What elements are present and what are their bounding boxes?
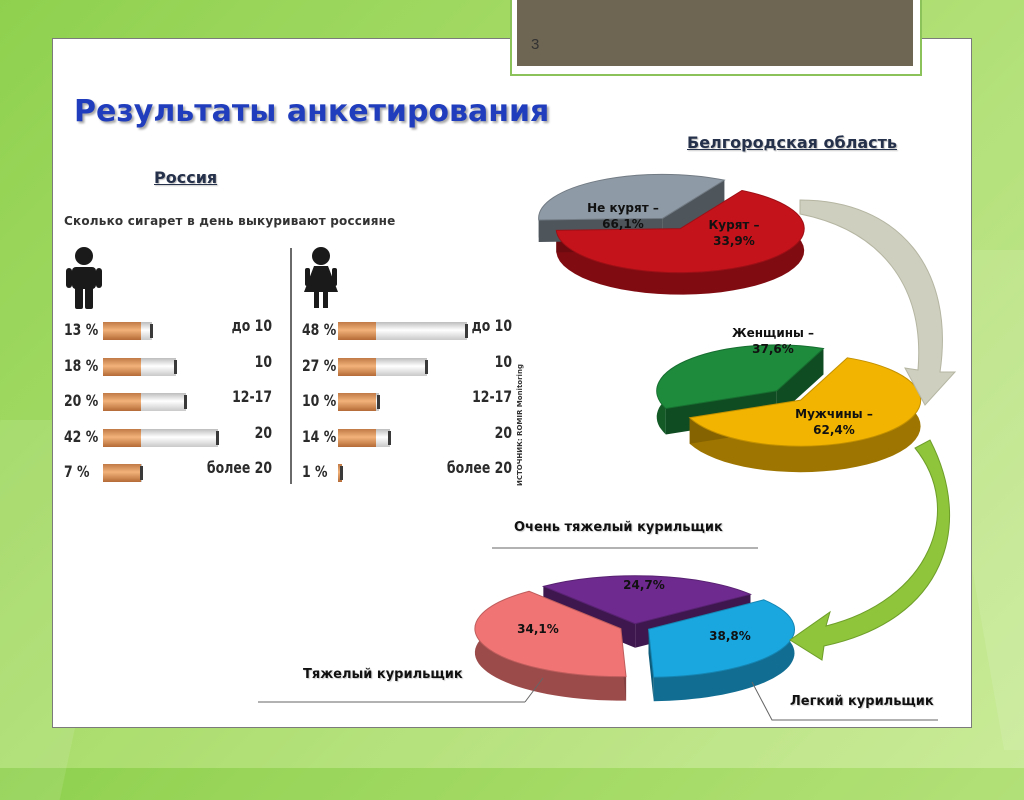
cigarette-filter bbox=[103, 322, 141, 340]
cigarette-filter bbox=[103, 393, 141, 411]
cigarettes-chart-title: Сколько сигарет в день выкуривают россия… bbox=[64, 214, 396, 228]
bar bbox=[103, 357, 177, 376]
light-pct-label: 38,8% bbox=[709, 629, 751, 643]
cigarette-body bbox=[376, 357, 427, 376]
heavy-callout-leader bbox=[524, 677, 544, 703]
russia-heading: Россия bbox=[154, 168, 218, 187]
bar-category-label: более 20 bbox=[206, 458, 272, 477]
cigarette-filter bbox=[338, 393, 376, 411]
heavy-category-label: Тяжелый курильщик bbox=[303, 667, 463, 682]
bar-category-label: до 10 bbox=[471, 316, 512, 335]
bar-category-label: 12-17 bbox=[232, 387, 272, 406]
heavy-pct-label: 34,1% bbox=[517, 622, 559, 636]
women-label-line2: 37,6% bbox=[752, 342, 794, 356]
cigarette-filter bbox=[338, 322, 376, 340]
bar-value-label: 1 % bbox=[302, 462, 328, 481]
bar-value-label: 13 % bbox=[64, 320, 99, 339]
men-label-line1: Мужчины – bbox=[795, 407, 873, 421]
cigarette-tip bbox=[340, 466, 344, 480]
nonsmokers-label-line2: 66,1% bbox=[602, 217, 644, 231]
smokers-label: Курят – 33,9% bbox=[694, 217, 774, 249]
men-label-line2: 62,4% bbox=[813, 423, 855, 437]
cigarette-filter bbox=[338, 428, 376, 447]
cigarette-body bbox=[141, 428, 218, 447]
bar-value-label: 18 % bbox=[64, 355, 99, 375]
cigarette-tip bbox=[387, 430, 391, 445]
women-label-line1: Женщины – bbox=[731, 326, 815, 340]
bar bbox=[338, 393, 381, 411]
bar-value-label: 27 % bbox=[302, 355, 337, 375]
cigarette-filter bbox=[338, 357, 376, 376]
cigarette-tip bbox=[464, 324, 468, 338]
cigarette-body bbox=[141, 322, 152, 340]
light-category-label: Легкий курильщик bbox=[790, 694, 934, 709]
belgorod-pies bbox=[258, 173, 957, 721]
cigarette-tip bbox=[140, 466, 144, 480]
bar-value-label: 48 % bbox=[302, 320, 337, 339]
cigarette-body bbox=[376, 428, 390, 447]
cigarette-tip bbox=[215, 430, 219, 445]
bar-value-label: 14 % bbox=[302, 426, 337, 446]
cigarette-body bbox=[376, 322, 467, 340]
smokers-label-line1: Курят – bbox=[708, 218, 760, 232]
bar-category-label: 12-17 bbox=[472, 387, 512, 406]
bar-category-label: 10 bbox=[254, 351, 272, 371]
belgorod-heading: Белгородская область bbox=[687, 133, 898, 152]
cigarette-filter bbox=[338, 464, 343, 482]
bar bbox=[338, 357, 428, 376]
bar bbox=[338, 464, 344, 482]
header-image-placeholder bbox=[517, 0, 913, 66]
pie-slice bbox=[555, 189, 805, 274]
cigarette-tip bbox=[377, 395, 381, 409]
pie-slice bbox=[656, 344, 825, 410]
pie-slice-side bbox=[556, 190, 805, 295]
page-number: 3 bbox=[531, 36, 540, 53]
women-label: Женщины – 37,6% bbox=[726, 325, 820, 357]
cigarette-body bbox=[141, 393, 186, 411]
pie-slice-wall bbox=[776, 348, 824, 417]
bar-category-label: 10 bbox=[494, 351, 512, 371]
bar bbox=[103, 322, 153, 340]
arrow-smokers-to-gender bbox=[799, 199, 957, 406]
cigarette-tip bbox=[183, 395, 187, 409]
pie-slice-wall bbox=[662, 180, 725, 241]
bar bbox=[103, 428, 219, 447]
cigarette-tip bbox=[424, 359, 428, 374]
pie-slice bbox=[541, 575, 753, 625]
bar-category-label: 20 bbox=[254, 422, 272, 442]
pie-slice bbox=[474, 590, 627, 678]
bar bbox=[103, 464, 144, 482]
smokers-label-line2: 33,9% bbox=[713, 234, 755, 248]
pie-slice bbox=[538, 173, 726, 221]
very-heavy-pct-label: 24,7% bbox=[623, 578, 665, 592]
bar bbox=[338, 428, 391, 447]
pie-slice bbox=[688, 357, 922, 447]
bar bbox=[103, 393, 187, 411]
bar-category-label: более 20 bbox=[446, 458, 512, 477]
light-callout-line bbox=[751, 681, 938, 721]
bar bbox=[338, 322, 468, 340]
bar-value-label: 7 % bbox=[64, 462, 90, 481]
pie-slice bbox=[647, 599, 795, 678]
bar-value-label: 42 % bbox=[64, 426, 99, 446]
gender-divider bbox=[290, 248, 292, 484]
cigarette-body bbox=[141, 357, 176, 376]
cigarette-filter bbox=[103, 464, 141, 482]
page-title: Результаты анкетирования bbox=[74, 94, 550, 129]
cigarette-filter bbox=[103, 357, 141, 376]
nonsmokers-label: Не курят – 66,1% bbox=[578, 200, 668, 232]
arrow-gender-to-types bbox=[789, 439, 951, 661]
cigarette-tip bbox=[173, 359, 177, 374]
bar-category-label: 20 bbox=[494, 422, 512, 442]
cigarette-filter bbox=[103, 428, 141, 447]
bar-value-label: 20 % bbox=[64, 391, 99, 410]
bar-value-label: 10 % bbox=[302, 391, 337, 410]
pie-slice-wall bbox=[648, 629, 654, 702]
very-heavy-category-label: Очень тяжелый курильщик bbox=[514, 520, 723, 535]
men-label: Мужчины – 62,4% bbox=[782, 406, 886, 438]
cigarette-tip bbox=[150, 324, 153, 338]
bar-category-label: до 10 bbox=[231, 316, 272, 335]
nonsmokers-label-line1: Не курят – bbox=[587, 201, 659, 215]
